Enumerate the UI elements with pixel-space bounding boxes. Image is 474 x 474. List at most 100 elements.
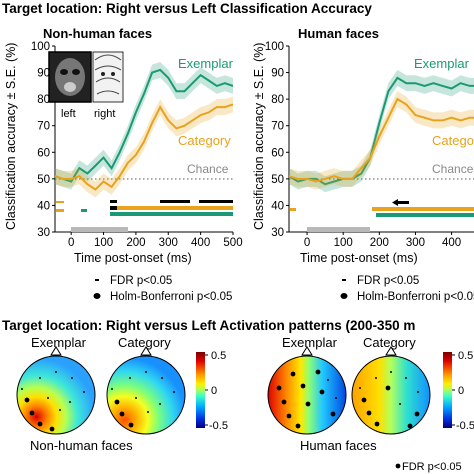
left-series bbox=[55, 61, 233, 198]
data-point-category bbox=[369, 156, 372, 159]
exemplar-label-left: Exemplar bbox=[178, 56, 234, 71]
topo-category-label-left: Category bbox=[118, 335, 171, 350]
y-tick-label: 40 bbox=[37, 200, 50, 212]
data-point-category bbox=[342, 178, 344, 180]
legend-fdr-marker-right bbox=[342, 279, 346, 281]
data-point-category bbox=[289, 175, 290, 177]
topo-nonhuman-label: Non-human faces bbox=[30, 438, 133, 453]
data-point-category bbox=[423, 116, 426, 119]
legend-holm-label-right: Holm-Bonferroni p<0.05 bbox=[357, 291, 474, 303]
data-point-exemplar bbox=[151, 71, 153, 74]
bottom-fdr-label: FDR p<0.05 bbox=[402, 461, 462, 473]
x-tick-label: 300 bbox=[406, 237, 425, 249]
data-point-exemplar bbox=[459, 82, 462, 84]
data-point-exemplar bbox=[143, 93, 145, 95]
y-tick-label: 50 bbox=[271, 174, 284, 186]
x-tick-label: 200 bbox=[126, 237, 145, 249]
x-axis-label-right: Time post-onset (ms) bbox=[300, 251, 418, 265]
data-point-category bbox=[207, 111, 210, 114]
data-point-exemplar bbox=[387, 90, 390, 92]
legend-holm-label: Holm-Bonferroni p<0.05 bbox=[110, 291, 232, 303]
data-point-exemplar bbox=[199, 74, 202, 77]
x-tick-label: 200 bbox=[370, 237, 389, 249]
topo-category-label-right: Category bbox=[363, 335, 416, 350]
y-tick-label: 100 bbox=[265, 41, 284, 53]
data-point-exemplar bbox=[94, 164, 97, 167]
topo-exemplar-label-right: Exemplar bbox=[282, 335, 338, 350]
topomap-nonhuman-category bbox=[106, 346, 186, 435]
data-point-exemplar bbox=[315, 178, 317, 180]
x-axis-label-left: Time post-onset (ms) bbox=[74, 251, 192, 265]
y-tick-label: 70 bbox=[37, 121, 50, 133]
colorbar-left-mid: 0 bbox=[211, 385, 217, 397]
data-point-exemplar bbox=[127, 132, 129, 135]
data-point-category bbox=[459, 119, 462, 122]
error-band-exemplar bbox=[55, 61, 233, 190]
topomap-human-category bbox=[351, 346, 431, 435]
data-point-category bbox=[62, 178, 64, 180]
data-point-category bbox=[135, 154, 137, 156]
significance-bars-right bbox=[290, 199, 474, 217]
data-point-category bbox=[110, 186, 113, 188]
data-point-exemplar bbox=[232, 85, 233, 87]
data-point-category bbox=[167, 119, 170, 122]
data-point-exemplar bbox=[175, 90, 178, 92]
y-axis-label-right: Classification accuracy ± S.E. (%) bbox=[252, 43, 266, 230]
x-tick-label: 100 bbox=[334, 237, 353, 249]
data-point-category bbox=[468, 116, 471, 119]
colorbar-right-mid: 0 bbox=[458, 385, 464, 397]
chance-label-right: Chance bbox=[432, 162, 474, 176]
data-point-category bbox=[297, 178, 299, 180]
data-point-category bbox=[118, 175, 121, 177]
legend-holm-marker-right bbox=[340, 293, 348, 299]
data-point-category bbox=[216, 106, 218, 108]
data-point-exemplar bbox=[78, 167, 81, 170]
data-point-category bbox=[387, 116, 390, 119]
colorbar-right: 0.5 0 -0.5 bbox=[443, 350, 474, 432]
y-tick-label: 100 bbox=[31, 41, 50, 53]
data-point-category bbox=[396, 98, 399, 100]
data-point-category bbox=[102, 180, 105, 183]
colorbar-left-min: -0.5 bbox=[209, 420, 228, 432]
data-point-category bbox=[378, 135, 381, 138]
data-point-exemplar bbox=[297, 180, 299, 183]
legend-fdr-label-right: FDR p<0.05 bbox=[357, 275, 419, 287]
panel-title-left: Non-human faces bbox=[43, 26, 152, 41]
bottom-fdr-marker bbox=[395, 463, 401, 469]
x-tick-label: 500 bbox=[223, 237, 242, 249]
bottom-title: Target location: Right versus Left Activ… bbox=[2, 318, 415, 333]
error-band-category bbox=[55, 96, 233, 198]
data-point-exemplar bbox=[159, 69, 161, 71]
x-tick-label: 400 bbox=[191, 237, 210, 249]
data-point-exemplar bbox=[396, 77, 399, 79]
y-tick-label: 90 bbox=[37, 68, 50, 80]
data-point-exemplar bbox=[423, 85, 426, 87]
legend-holm-marker bbox=[93, 293, 101, 299]
colorbar-right-min: -0.5 bbox=[456, 420, 474, 432]
topo-human-label: Human faces bbox=[300, 438, 377, 453]
y-tick-label: 80 bbox=[271, 94, 284, 106]
data-point-category bbox=[191, 119, 194, 122]
data-point-exemplar bbox=[360, 172, 363, 175]
y-tick-label: 30 bbox=[37, 227, 50, 239]
data-point-exemplar bbox=[441, 85, 444, 87]
data-point-exemplar bbox=[86, 172, 89, 175]
category-label-left: Category bbox=[178, 133, 231, 148]
data-point-exemplar bbox=[183, 90, 186, 92]
data-point-category bbox=[199, 114, 202, 116]
left-ticks: 30 40 50 60 70 80 90 100 0 100 200 300 400 500 bbox=[31, 41, 243, 249]
data-point-category bbox=[175, 127, 178, 130]
data-point-category bbox=[324, 178, 326, 180]
stimulus-bar-left bbox=[71, 227, 128, 232]
data-point-exemplar bbox=[414, 82, 417, 84]
data-point-category bbox=[151, 122, 153, 124]
y-tick-label: 60 bbox=[271, 147, 284, 159]
colorbar-left-max: 0.5 bbox=[211, 350, 226, 362]
data-point-exemplar bbox=[378, 122, 381, 124]
data-point-category bbox=[55, 175, 56, 177]
data-point-category bbox=[183, 124, 186, 127]
data-point-category bbox=[70, 178, 72, 180]
exemplar-label-right: Exemplar bbox=[414, 56, 470, 71]
data-point-exemplar bbox=[324, 183, 326, 185]
